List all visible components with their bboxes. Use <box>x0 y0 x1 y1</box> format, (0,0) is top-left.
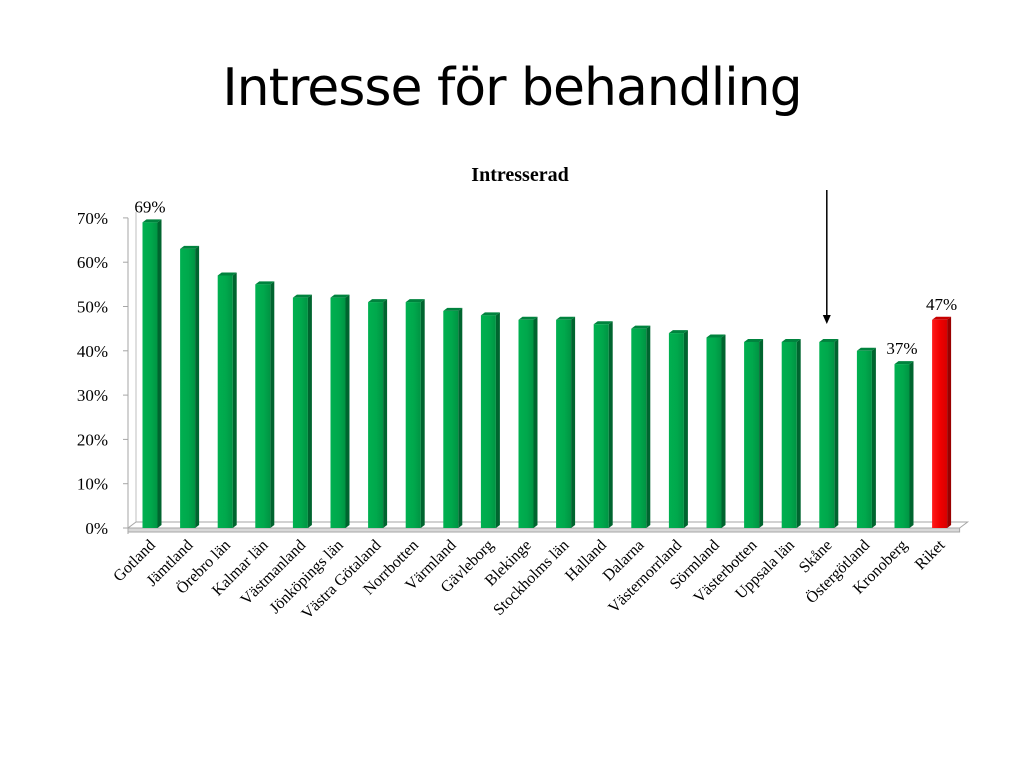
y-tick-label: 0% <box>85 519 108 538</box>
annotation <box>822 190 831 324</box>
y-tick-label: 30% <box>77 386 108 405</box>
bar-orebro-lan <box>217 272 237 528</box>
bar-vasternorrland <box>668 330 688 528</box>
bar-gavleborg <box>480 312 500 528</box>
annotation-arrow-head <box>822 314 831 324</box>
y-tick-label: 50% <box>77 298 108 317</box>
bar-vasterbotten <box>744 338 764 528</box>
bar-blekinge <box>518 316 538 528</box>
bar-skane <box>819 338 839 528</box>
y-tick-label: 10% <box>77 475 108 494</box>
bar-dalarna <box>631 325 651 528</box>
slide-title: Intresse för behandling <box>222 58 802 118</box>
y-tick-label: 40% <box>77 342 108 361</box>
bar-vastra-gotaland <box>368 299 388 528</box>
data-labels: 69% 37% 47% <box>134 197 957 358</box>
data-label-gotland: 69% <box>134 197 165 216</box>
y-axis: 0% 10% 20% 30% 40% 50% 60% 70% <box>77 209 129 538</box>
bars <box>142 219 952 528</box>
bar-kalmar-lan <box>255 281 275 528</box>
bar-riket <box>932 316 952 528</box>
bar-varmland <box>443 307 463 528</box>
chart-floor <box>126 211 970 533</box>
bar-halland <box>593 321 613 528</box>
floor-plane <box>126 521 970 529</box>
bar-norrbotten <box>405 299 425 528</box>
y-tick-label: 70% <box>77 209 108 228</box>
bar-vastmanland <box>292 294 312 528</box>
bar-sormland <box>706 334 726 528</box>
chart-title: Intresserad <box>471 164 569 186</box>
x-tick-label-halland: Halland <box>562 537 610 585</box>
bar-gotland <box>142 219 162 528</box>
bar-ostergotland <box>856 347 876 528</box>
data-label-riket: 47% <box>926 295 957 314</box>
bar-stockholms-lan <box>556 316 576 528</box>
bar-jamtland <box>180 245 200 528</box>
y-tick-label: 20% <box>77 430 108 449</box>
bar-kronoberg <box>894 361 914 528</box>
bar-jonkopings-lan <box>330 294 350 528</box>
bar-uppsala-lan <box>781 338 801 528</box>
x-tick-label-riket: Riket <box>912 536 949 573</box>
data-label-kronoberg: 37% <box>886 339 917 358</box>
y-tick-label: 60% <box>77 253 108 272</box>
